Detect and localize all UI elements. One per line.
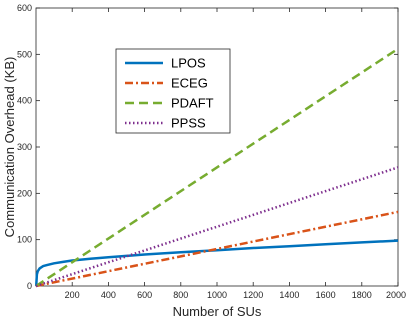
x-tick-label: 1400 bbox=[279, 290, 299, 300]
x-tick-label: 2000 bbox=[386, 290, 406, 300]
series-lines bbox=[34, 47, 399, 288]
x-tick-label: 600 bbox=[137, 290, 152, 300]
x-tick-label: 200 bbox=[65, 290, 80, 300]
y-tick-label: 400 bbox=[17, 96, 32, 106]
x-tick-label: 400 bbox=[101, 290, 116, 300]
legend: LPOS ECEG PDAFT PPSS bbox=[115, 48, 231, 134]
legend-label-eceg: ECEG bbox=[171, 76, 208, 91]
y-tick-label: 300 bbox=[17, 142, 32, 152]
x-tick-label: 1200 bbox=[243, 290, 263, 300]
x-axis-label: Number of SUs bbox=[173, 304, 262, 319]
x-tick-label: 800 bbox=[173, 290, 188, 300]
y-tick-label: 600 bbox=[17, 3, 32, 13]
series-line-lpos bbox=[34, 239, 399, 287]
y-tick-label: 100 bbox=[17, 235, 32, 245]
x-tick-label: 1000 bbox=[207, 290, 227, 300]
series-line-pdaft bbox=[35, 47, 399, 288]
x-tick-label: 1800 bbox=[352, 290, 372, 300]
legend-label-ppss: PPSS bbox=[171, 116, 206, 131]
y-tick-label: 500 bbox=[17, 49, 32, 59]
series-line-eceg bbox=[35, 210, 399, 288]
axis-ticks: 200 400 600 800 1000 1200 1400 1600 1800 2000 0 100… bbox=[17, 3, 406, 300]
y-tick-label: 200 bbox=[17, 188, 32, 198]
legend-label-lpos: LPOS bbox=[171, 56, 206, 71]
legend-label-pdaft: PDAFT bbox=[171, 96, 214, 111]
y-axis-label: Communication Overhead (KB) bbox=[2, 57, 17, 238]
series-line-ppss bbox=[35, 166, 399, 288]
x-tick-label: 1600 bbox=[316, 290, 336, 300]
y-tick-label: 0 bbox=[27, 281, 32, 291]
